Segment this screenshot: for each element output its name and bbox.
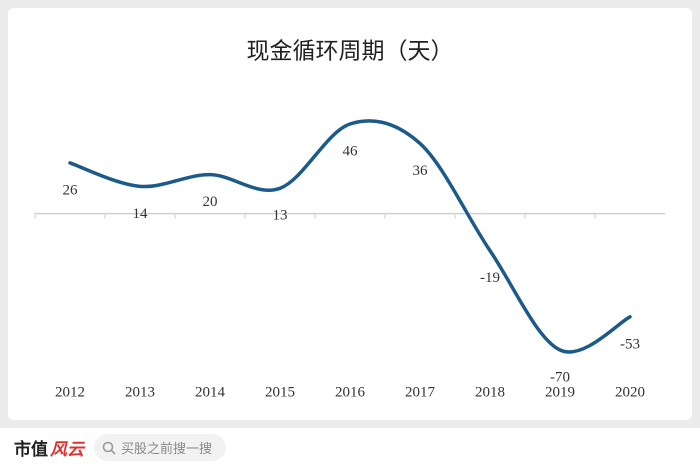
footer: 市值 风云 买股之前搜一搜: [0, 428, 700, 467]
x-tick-label: 2015: [265, 384, 295, 400]
x-tick-label: 2019: [545, 384, 575, 400]
search-icon: [102, 441, 116, 455]
x-tick-label: 2020: [615, 384, 645, 400]
search-box[interactable]: 买股之前搜一搜: [94, 434, 227, 461]
x-tick-label: 2016: [335, 384, 366, 400]
data-label: 13: [273, 208, 288, 224]
data-label: 14: [133, 206, 149, 222]
search-text: 买股之前搜一搜: [121, 442, 213, 457]
x-tick-label: 2017: [405, 384, 436, 400]
x-tick-label: 2013: [125, 384, 155, 400]
x-tick-label: 2012: [55, 384, 85, 400]
data-label: 20: [203, 194, 218, 210]
brand-mark: 风云: [50, 440, 84, 460]
chart-title: 现金循环周期（天）: [247, 39, 454, 65]
data-label: 46: [343, 143, 359, 159]
x-tick-label: 2018: [475, 384, 505, 400]
data-label: 26: [63, 182, 79, 198]
line: [68, 119, 632, 354]
chart: 现金循环周期（天） 2012 2013 2014 2015 2016 2017 2018 20…: [34, 39, 665, 400]
data-label: -70: [550, 369, 570, 385]
data-label: 36: [413, 163, 429, 179]
brand: 市值: [14, 440, 48, 460]
data-label: -53: [620, 336, 640, 352]
x-tick-label: 2014: [195, 384, 226, 400]
data-label: -19: [480, 270, 500, 286]
